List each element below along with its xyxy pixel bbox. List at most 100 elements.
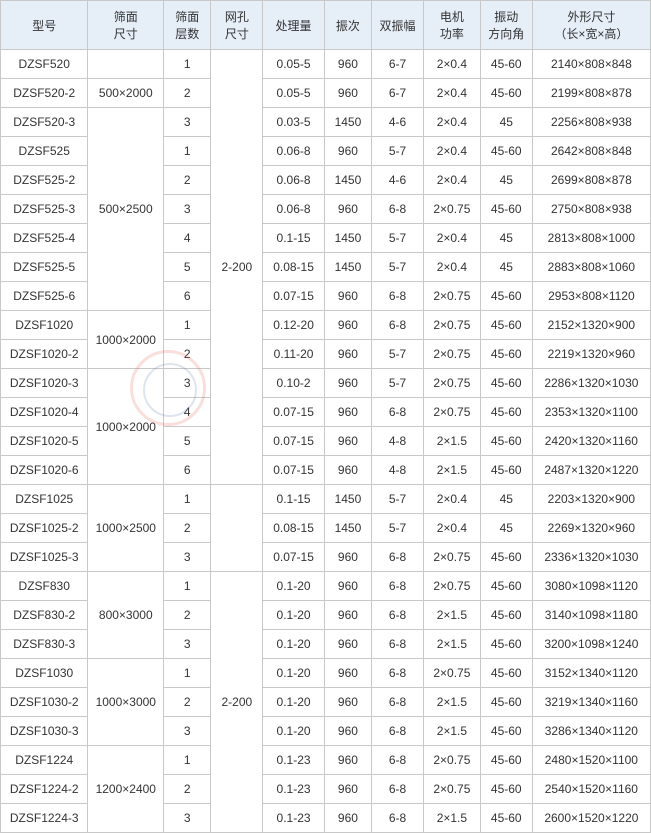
table-row: DZSF1020-31000×200030.10-29605-72×0.7545…: [1, 369, 651, 398]
cell-amplitude: 6-8: [372, 659, 424, 688]
table-row: DZSF10201000×200010.12-209606-82×0.7545-…: [1, 311, 651, 340]
cell-freq: 960: [324, 340, 371, 369]
cell-angle: 45-60: [480, 282, 532, 311]
cell-mesh: 2-200: [211, 50, 263, 485]
cell-freq: 960: [324, 775, 371, 804]
cell-screen-size: [88, 50, 164, 79]
cell-freq: 960: [324, 282, 371, 311]
col-dims: 外形尺寸（长×宽×高）: [532, 1, 650, 50]
cell-model: DZSF1020-3: [1, 369, 88, 398]
cell-amplitude: 6-8: [372, 717, 424, 746]
cell-amplitude: 6-8: [372, 746, 424, 775]
cell-dims: 2219×1320×960: [532, 340, 650, 369]
cell-mesh: 2-200: [211, 572, 263, 833]
cell-freq: 960: [324, 630, 371, 659]
cell-angle: 45-60: [480, 398, 532, 427]
cell-power: 2×1.5: [424, 804, 481, 833]
cell-dims: 3219×1340×1160: [532, 688, 650, 717]
cell-model: DZSF1030: [1, 659, 88, 688]
cell-model: DZSF525-4: [1, 224, 88, 253]
cell-layers: 3: [164, 804, 211, 833]
cell-angle: 45-60: [480, 688, 532, 717]
cell-screen-size: 1000×2500: [88, 485, 164, 572]
cell-power: 2×0.75: [424, 282, 481, 311]
cell-dims: 2203×1320×900: [532, 485, 650, 514]
cell-model: DZSF1030-3: [1, 717, 88, 746]
cell-layers: 3: [164, 369, 211, 398]
cell-model: DZSF1020: [1, 311, 88, 340]
table-body: DZSF52012-2000.05-59606-72×0.445-602140×…: [1, 50, 651, 833]
cell-dims: 2420×1320×1160: [532, 427, 650, 456]
cell-layers: 2: [164, 514, 211, 543]
cell-layers: 2: [164, 775, 211, 804]
cell-angle: 45-60: [480, 369, 532, 398]
cell-amplitude: 6-8: [372, 601, 424, 630]
cell-amplitude: 5-7: [372, 514, 424, 543]
cell-angle: 45-60: [480, 79, 532, 108]
cell-capacity: 0.1-23: [263, 804, 324, 833]
table-row: DZSF520-3500×250030.03-514504-62×0.44522…: [1, 108, 651, 137]
cell-angle: 45-60: [480, 746, 532, 775]
cell-power: 2×1.5: [424, 688, 481, 717]
cell-freq: 960: [324, 601, 371, 630]
cell-freq: 960: [324, 659, 371, 688]
cell-angle: 45-60: [480, 543, 532, 572]
cell-capacity: 0.1-20: [263, 717, 324, 746]
cell-amplitude: 4-8: [372, 427, 424, 456]
cell-capacity: 0.1-20: [263, 659, 324, 688]
col-power: 电机功率: [424, 1, 481, 50]
cell-dims: 2642×808×848: [532, 137, 650, 166]
cell-amplitude: 6-8: [372, 688, 424, 717]
cell-freq: 960: [324, 137, 371, 166]
cell-capacity: 0.07-15: [263, 456, 324, 485]
cell-layers: 3: [164, 717, 211, 746]
cell-screen-size: 800×3000: [88, 572, 164, 659]
cell-model: DZSF1025-3: [1, 543, 88, 572]
cell-model: DZSF1224-3: [1, 804, 88, 833]
table-row: DZSF12241200×240010.1-239606-82×0.7545-6…: [1, 746, 651, 775]
cell-dims: 3152×1340×1120: [532, 659, 650, 688]
cell-model: DZSF1025: [1, 485, 88, 514]
cell-model: DZSF830: [1, 572, 88, 601]
cell-power: 2×0.4: [424, 224, 481, 253]
cell-capacity: 0.05-5: [263, 79, 324, 108]
cell-model: DZSF1025-2: [1, 514, 88, 543]
cell-freq: 960: [324, 543, 371, 572]
cell-model: DZSF525-2: [1, 166, 88, 195]
cell-capacity: 0.03-5: [263, 108, 324, 137]
table-row: DZSF10251000×250010.1-1514505-72×0.44522…: [1, 485, 651, 514]
cell-model: DZSF1020-6: [1, 456, 88, 485]
cell-angle: 45-60: [480, 601, 532, 630]
cell-capacity: 0.1-20: [263, 601, 324, 630]
cell-layers: 1: [164, 311, 211, 340]
cell-dims: 2487×1320×1220: [532, 456, 650, 485]
cell-angle: 45-60: [480, 311, 532, 340]
cell-dims: 2256×808×938: [532, 108, 650, 137]
cell-freq: 960: [324, 369, 371, 398]
cell-freq: 960: [324, 195, 371, 224]
cell-layers: 2: [164, 688, 211, 717]
cell-amplitude: 6-8: [372, 195, 424, 224]
cell-capacity: 0.08-15: [263, 253, 324, 282]
cell-dims: 2953×808×1120: [532, 282, 650, 311]
cell-dims: 2199×808×878: [532, 79, 650, 108]
cell-freq: 1450: [324, 108, 371, 137]
cell-dims: 2353×1320×1100: [532, 398, 650, 427]
cell-capacity: 0.1-20: [263, 572, 324, 601]
cell-angle: 45: [480, 485, 532, 514]
cell-freq: 960: [324, 427, 371, 456]
cell-power: 2×0.75: [424, 659, 481, 688]
cell-model: DZSF1030-2: [1, 688, 88, 717]
cell-layers: 6: [164, 282, 211, 311]
cell-layers: 1: [164, 485, 211, 514]
col-screen_size: 筛面尺寸: [88, 1, 164, 50]
cell-amplitude: 6-8: [372, 572, 424, 601]
cell-freq: 960: [324, 398, 371, 427]
cell-freq: 1450: [324, 253, 371, 282]
table-header-row: 型号筛面尺寸筛面层数网孔尺寸处理量振次双振幅电机功率振动方向角外形尺寸（长×宽×…: [1, 1, 651, 50]
cell-model: DZSF525: [1, 137, 88, 166]
cell-amplitude: 6-8: [372, 543, 424, 572]
spec-table: 型号筛面尺寸筛面层数网孔尺寸处理量振次双振幅电机功率振动方向角外形尺寸（长×宽×…: [0, 0, 651, 833]
cell-layers: 2: [164, 166, 211, 195]
cell-power: 2×0.75: [424, 398, 481, 427]
